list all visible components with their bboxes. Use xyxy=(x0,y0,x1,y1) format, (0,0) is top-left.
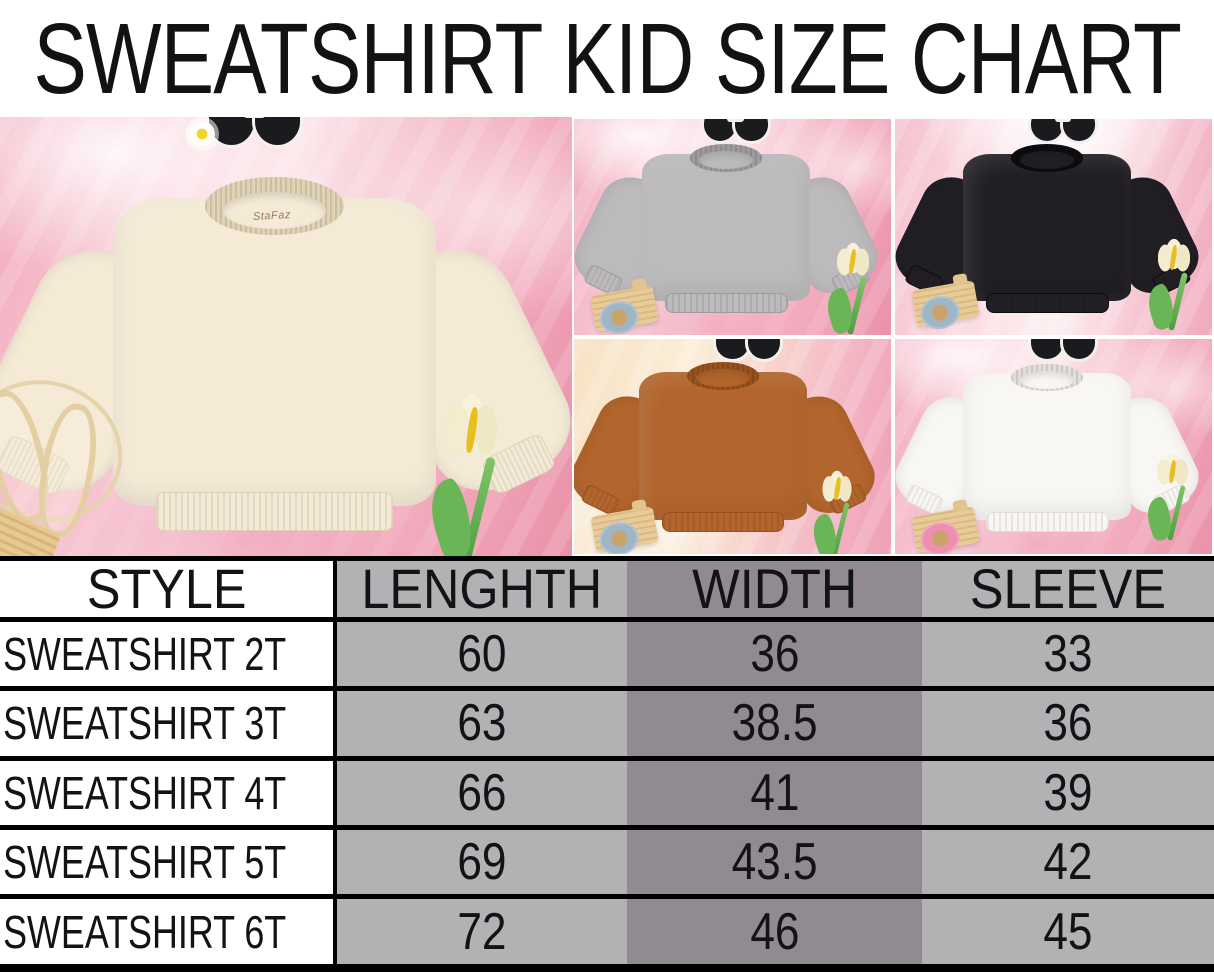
width-cell: 46 xyxy=(627,894,922,971)
sweatshirt-collar xyxy=(686,361,760,390)
style-cell: SWEATSHIRT 4T xyxy=(0,755,337,830)
sunglasses-icon xyxy=(1028,339,1098,363)
table-header-row: STYLE LENGHTH WIDTH SLEEVE xyxy=(0,556,1214,622)
sweatshirt-waistband xyxy=(664,292,788,313)
photo-gray-sweatshirt xyxy=(572,117,893,337)
style-cell: SWEATSHIRT 5T xyxy=(0,824,337,900)
photo-black-sweatshirt xyxy=(893,117,1214,337)
col-header-style: STYLE xyxy=(0,556,337,622)
brand-collar-label: StaFaz xyxy=(252,209,292,224)
sunglasses-icon xyxy=(205,117,304,152)
col-header-length: LENGHTH xyxy=(335,556,627,622)
brown-sweatshirt xyxy=(574,348,885,548)
sunglasses-icon xyxy=(713,339,784,363)
sweatshirt-collar xyxy=(689,143,763,172)
sweatshirt-body xyxy=(639,371,807,520)
tulip-flower-icon xyxy=(1142,450,1202,542)
page-title: SWEATSHIRT KID SIZE CHART xyxy=(33,2,1181,115)
white-sweatshirt xyxy=(895,350,1208,548)
sleeve-cell: 36 xyxy=(922,686,1214,761)
title-band: SWEATSHIRT KID SIZE CHART xyxy=(0,0,1214,117)
sweatshirt-body xyxy=(113,197,436,507)
tulip-flower-icon xyxy=(808,468,866,554)
width-cell: 41 xyxy=(627,755,922,830)
length-cell: 69 xyxy=(335,824,627,900)
table-row-3t: SWEATSHIRT 3T 63 38.5 36 xyxy=(0,686,1214,761)
sweatshirt-collar xyxy=(1010,363,1084,392)
daisy-flower-icon xyxy=(188,121,215,148)
table-row-6t: SWEATSHIRT 6T 72 46 45 xyxy=(0,894,1214,971)
length-cell: 72 xyxy=(335,894,627,971)
size-table: STYLE LENGHTH WIDTH SLEEVE SWEATSHIRT 2T… xyxy=(0,556,1214,972)
photo-collage: StaFaz xyxy=(0,117,1214,556)
sweatshirt-waistband xyxy=(156,491,393,532)
gray-sweatshirt xyxy=(574,130,888,329)
sweatshirt-collar xyxy=(204,176,345,236)
tulip-flower-icon xyxy=(821,239,884,335)
sweatshirt-body xyxy=(642,153,810,301)
sleeve-cell: 33 xyxy=(922,616,1214,692)
length-cell: 66 xyxy=(335,755,627,830)
table-row-2t: SWEATSHIRT 2T 60 36 33 xyxy=(0,616,1214,692)
cream-sweatshirt: StaFaz xyxy=(0,148,572,556)
sweatshirt-waistband xyxy=(985,511,1109,532)
tulip-flower-icon xyxy=(1142,235,1205,332)
sleeve-cell: 42 xyxy=(922,824,1214,900)
black-sweatshirt xyxy=(895,130,1209,329)
sweatshirt-waistband xyxy=(985,292,1109,313)
width-cell: 38.5 xyxy=(627,686,922,761)
tulip-flower-icon xyxy=(421,389,520,556)
sweatshirt-body xyxy=(963,153,1131,301)
sweatshirt-body xyxy=(963,373,1131,520)
style-cell: SWEATSHIRT 3T xyxy=(0,686,337,761)
sleeve-cell: 39 xyxy=(922,755,1214,830)
size-table-section: STYLE LENGHTH WIDTH SLEEVE SWEATSHIRT 2T… xyxy=(0,556,1214,972)
sweatshirt-waistband xyxy=(661,511,785,532)
sleeve-cell: 45 xyxy=(922,894,1214,971)
sunglasses-icon xyxy=(1028,119,1098,145)
table-row-5t: SWEATSHIRT 5T 69 43.5 42 xyxy=(0,824,1214,900)
sweatshirt-collar xyxy=(1010,143,1084,172)
photo-cream-sweatshirt: StaFaz xyxy=(0,117,572,556)
col-header-sleeve: SLEEVE xyxy=(922,556,1214,622)
width-cell: 36 xyxy=(627,616,922,692)
photo-brown-sweatshirt xyxy=(572,337,893,556)
style-cell: SWEATSHIRT 6T xyxy=(0,894,337,971)
sunglasses-icon xyxy=(700,119,771,145)
photo-white-sweatshirt xyxy=(893,337,1214,556)
length-cell: 60 xyxy=(335,616,627,692)
wooden-bunny-toy-icon xyxy=(0,385,132,556)
length-cell: 63 xyxy=(335,686,627,761)
col-header-width: WIDTH xyxy=(627,556,922,622)
width-cell: 43.5 xyxy=(627,824,922,900)
table-row-4t: SWEATSHIRT 4T 66 41 39 xyxy=(0,755,1214,830)
style-cell: SWEATSHIRT 2T xyxy=(0,616,337,692)
